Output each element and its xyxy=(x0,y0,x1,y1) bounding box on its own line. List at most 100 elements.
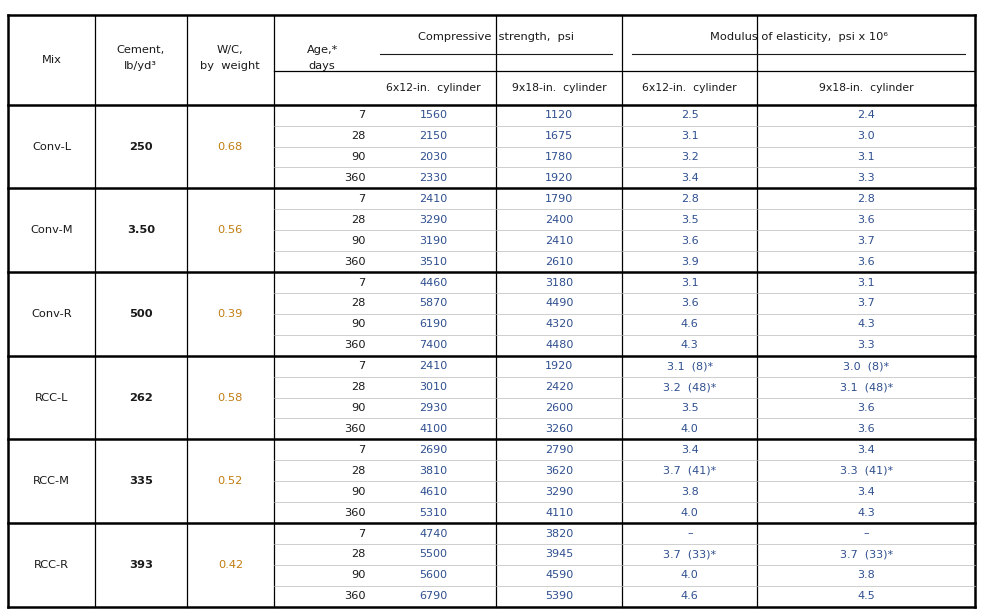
Text: Conv-R: Conv-R xyxy=(31,309,72,319)
Text: 3.0: 3.0 xyxy=(857,131,875,141)
Text: 4.3: 4.3 xyxy=(681,340,699,351)
Text: lb/yd³: lb/yd³ xyxy=(125,61,157,71)
Text: 4.5: 4.5 xyxy=(857,591,875,601)
Text: 3.6: 3.6 xyxy=(681,298,699,309)
Text: 1120: 1120 xyxy=(546,110,573,120)
Text: 262: 262 xyxy=(129,392,152,403)
Text: 28: 28 xyxy=(351,466,366,476)
Text: 6790: 6790 xyxy=(420,591,447,601)
Text: 2410: 2410 xyxy=(420,361,447,371)
Text: 3.50: 3.50 xyxy=(127,225,155,235)
Text: 3.1: 3.1 xyxy=(681,278,699,288)
Text: 5390: 5390 xyxy=(546,591,573,601)
Text: RCC-M: RCC-M xyxy=(32,476,70,486)
Text: 0.58: 0.58 xyxy=(217,392,243,403)
Text: 360: 360 xyxy=(344,173,366,183)
Text: 2410: 2410 xyxy=(546,236,573,246)
Text: 28: 28 xyxy=(351,382,366,392)
Text: 3.6: 3.6 xyxy=(681,236,699,246)
Text: 360: 360 xyxy=(344,257,366,267)
Text: 9x18-in.  cylinder: 9x18-in. cylinder xyxy=(819,83,913,93)
Text: 1780: 1780 xyxy=(546,152,573,162)
Text: 0.42: 0.42 xyxy=(218,560,243,570)
Text: 3290: 3290 xyxy=(420,215,447,225)
Text: 6190: 6190 xyxy=(420,319,447,330)
Text: 4.0: 4.0 xyxy=(681,424,699,434)
Text: 3.7  (33)*: 3.7 (33)* xyxy=(664,549,717,559)
Text: Conv-L: Conv-L xyxy=(31,142,71,152)
Text: 2.8: 2.8 xyxy=(857,194,875,204)
Text: 1790: 1790 xyxy=(546,194,573,204)
Text: 2150: 2150 xyxy=(420,131,447,141)
Text: Modulus of elasticity,  psi x 10⁶: Modulus of elasticity, psi x 10⁶ xyxy=(710,32,888,42)
Text: 3.8: 3.8 xyxy=(857,570,875,580)
Text: 2420: 2420 xyxy=(545,382,573,392)
Text: 4590: 4590 xyxy=(546,570,573,580)
Text: 28: 28 xyxy=(351,215,366,225)
Text: 2690: 2690 xyxy=(420,445,447,455)
Text: 7: 7 xyxy=(359,445,366,455)
Text: 3.2  (48)*: 3.2 (48)* xyxy=(664,382,717,392)
Text: 90: 90 xyxy=(351,403,366,413)
Text: 360: 360 xyxy=(344,340,366,351)
Text: 2.8: 2.8 xyxy=(681,194,699,204)
Text: 4.3: 4.3 xyxy=(857,508,875,517)
Text: 9x18-in.  cylinder: 9x18-in. cylinder xyxy=(512,83,607,93)
Text: 3.6: 3.6 xyxy=(857,215,875,225)
Text: 2610: 2610 xyxy=(546,257,573,267)
Text: 90: 90 xyxy=(351,236,366,246)
Text: 3260: 3260 xyxy=(546,424,573,434)
Text: 500: 500 xyxy=(129,309,152,319)
Text: Mix: Mix xyxy=(41,55,61,65)
Text: 90: 90 xyxy=(351,487,366,496)
Text: Cement,: Cement, xyxy=(117,45,165,55)
Text: 2400: 2400 xyxy=(546,215,573,225)
Text: 5310: 5310 xyxy=(420,508,447,517)
Text: 4.0: 4.0 xyxy=(681,508,699,517)
Text: 0.56: 0.56 xyxy=(217,225,243,235)
Text: 3.7  (33)*: 3.7 (33)* xyxy=(839,549,893,559)
Text: 4.3: 4.3 xyxy=(857,319,875,330)
Text: 1920: 1920 xyxy=(546,173,573,183)
Text: days: days xyxy=(309,61,335,71)
Text: Age,*: Age,* xyxy=(307,45,338,55)
Text: 3180: 3180 xyxy=(546,278,573,288)
Text: 3.0  (8)*: 3.0 (8)* xyxy=(843,361,890,371)
Text: Conv-M: Conv-M xyxy=(30,225,73,235)
Text: 4320: 4320 xyxy=(546,319,573,330)
Text: 2600: 2600 xyxy=(546,403,573,413)
Text: 3810: 3810 xyxy=(420,466,447,476)
Text: 3.3: 3.3 xyxy=(857,340,875,351)
Text: 7400: 7400 xyxy=(420,340,447,351)
Text: –: – xyxy=(687,529,693,538)
Text: 2.4: 2.4 xyxy=(857,110,875,120)
Text: 0.39: 0.39 xyxy=(217,309,243,319)
Text: 3.4: 3.4 xyxy=(681,173,699,183)
Text: 6x12-in.  cylinder: 6x12-in. cylinder xyxy=(643,83,737,93)
Text: 4740: 4740 xyxy=(420,529,447,538)
Text: 4.6: 4.6 xyxy=(681,319,699,330)
Text: 3.6: 3.6 xyxy=(857,424,875,434)
Text: 360: 360 xyxy=(344,424,366,434)
Text: 4.0: 4.0 xyxy=(681,570,699,580)
Text: 3.1: 3.1 xyxy=(857,278,875,288)
Text: 0.68: 0.68 xyxy=(217,142,243,152)
Text: 3945: 3945 xyxy=(546,549,573,559)
Text: 7: 7 xyxy=(359,361,366,371)
Text: 5500: 5500 xyxy=(420,549,447,559)
Text: 3.6: 3.6 xyxy=(857,403,875,413)
Text: 3010: 3010 xyxy=(420,382,447,392)
Text: 3.4: 3.4 xyxy=(857,487,875,496)
Text: 3.7  (41)*: 3.7 (41)* xyxy=(664,466,717,476)
Text: 3.3  (41)*: 3.3 (41)* xyxy=(839,466,893,476)
Text: 360: 360 xyxy=(344,508,366,517)
Text: 90: 90 xyxy=(351,152,366,162)
Text: 4610: 4610 xyxy=(420,487,447,496)
Text: 28: 28 xyxy=(351,131,366,141)
Text: 3.5: 3.5 xyxy=(681,403,699,413)
Text: 2410: 2410 xyxy=(420,194,447,204)
Text: 3510: 3510 xyxy=(420,257,447,267)
Text: 335: 335 xyxy=(129,476,152,486)
Text: 360: 360 xyxy=(344,591,366,601)
Text: 3.7: 3.7 xyxy=(857,236,875,246)
